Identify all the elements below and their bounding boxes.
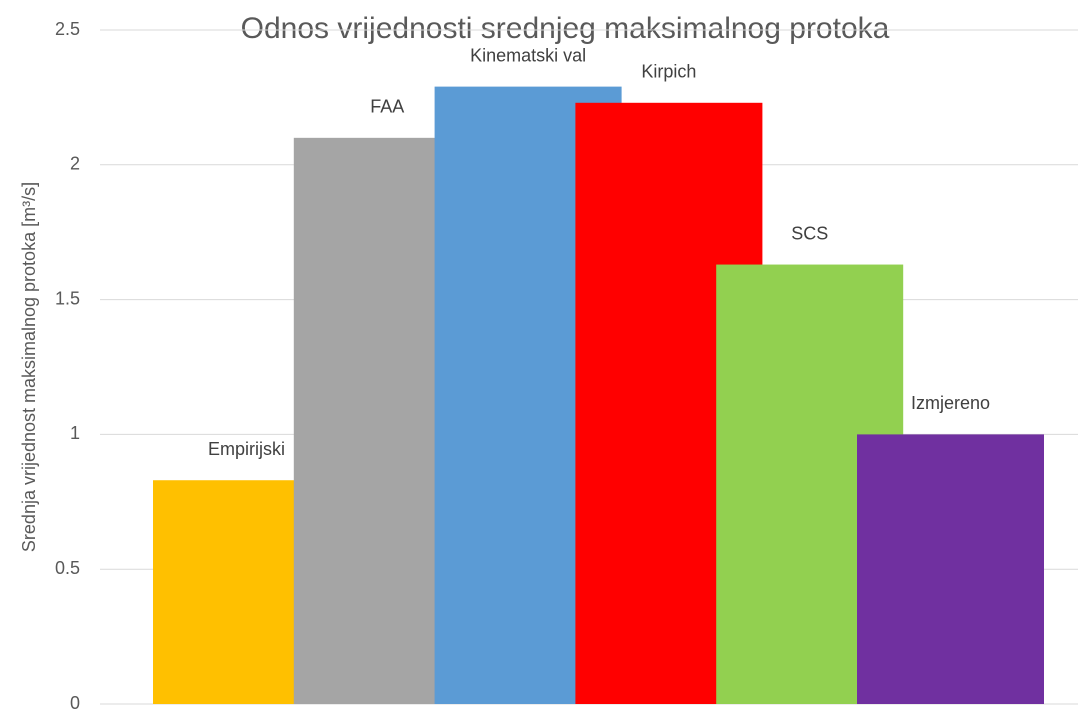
data-label: FAA	[370, 97, 404, 117]
y-tick-label: 1	[70, 423, 80, 443]
data-label: SCS	[791, 223, 828, 243]
y-axis-label: Srednja vrijednost maksimalnog protoka […	[19, 182, 39, 552]
data-label: Kirpich	[641, 62, 696, 82]
y-tick-label: 2	[70, 154, 80, 174]
y-tick-label: 0	[70, 693, 80, 709]
data-label: Kinematski val	[470, 45, 586, 65]
y-tick-label: 1.5	[55, 288, 80, 308]
y-tick-label: 2.5	[55, 19, 80, 39]
bar	[857, 434, 1044, 704]
chart-title: Odnos vrijednosti srednjeg maksimalnog p…	[241, 12, 890, 45]
data-label: Izmjereno	[911, 393, 990, 413]
data-label: Empirijski	[208, 439, 285, 459]
y-tick-label: 0.5	[55, 558, 80, 578]
